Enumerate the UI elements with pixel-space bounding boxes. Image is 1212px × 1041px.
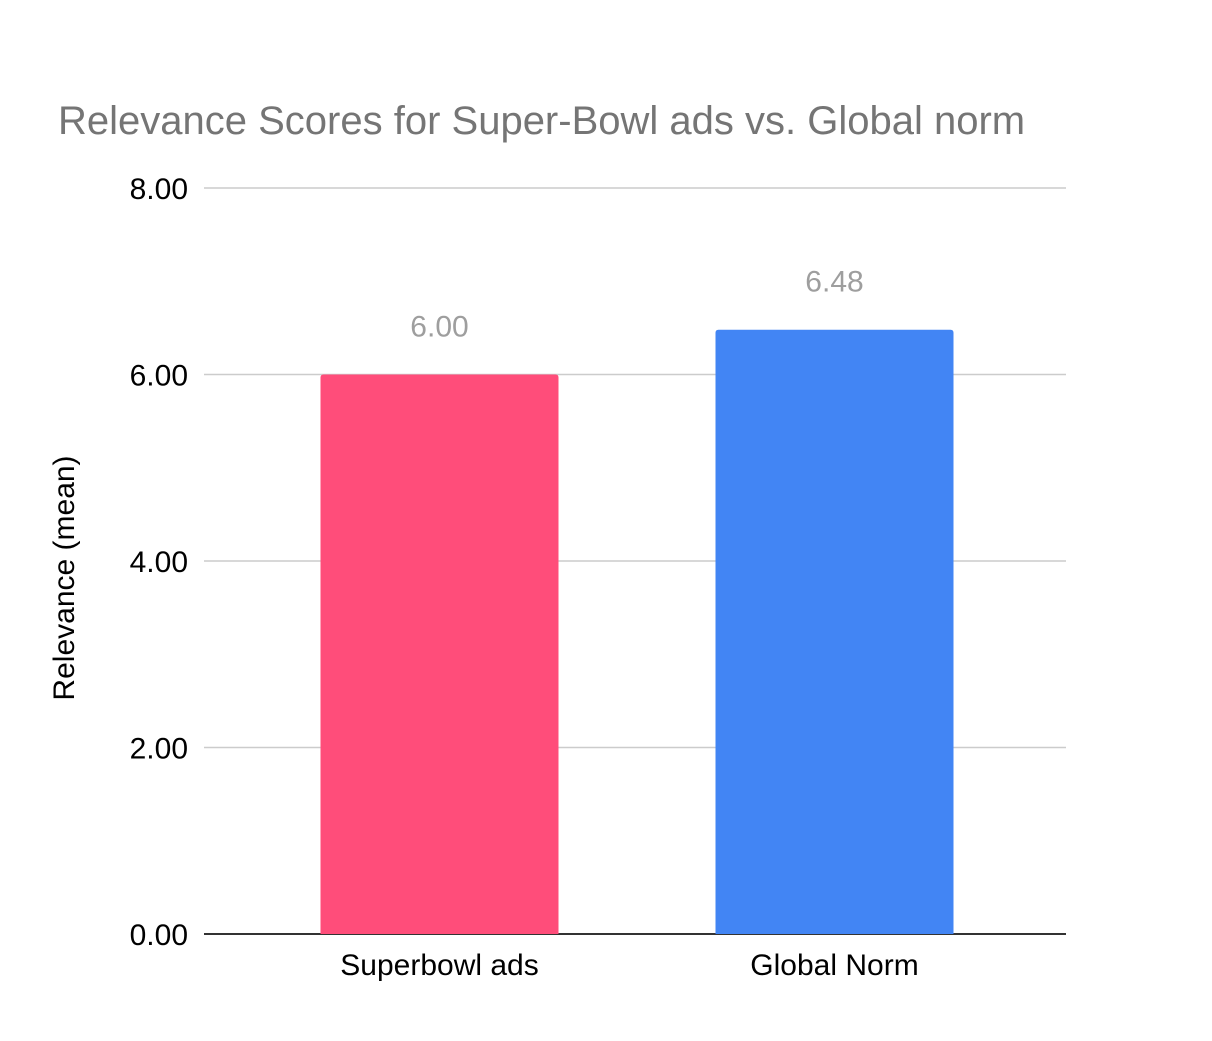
data-label: 6.48 <box>805 266 863 299</box>
chart-title: Relevance Scores for Super-Bowl ads vs. … <box>58 99 1025 143</box>
x-category-label: Global Norm <box>750 949 918 982</box>
y-axis-ticks: 0.00 2.00 4.00 6.00 8.00 <box>130 173 188 952</box>
y-tick-label: 8.00 <box>130 173 188 206</box>
y-axis-title: Relevance (mean) <box>48 455 81 700</box>
data-label: 6.00 <box>410 311 468 344</box>
y-tick-label: 0.00 <box>130 919 188 952</box>
bars <box>320 329 954 935</box>
x-category-label: Superbowl ads <box>340 949 538 982</box>
y-tick-label: 6.00 <box>130 360 188 393</box>
data-labels: 6.00 6.48 <box>410 266 863 344</box>
y-tick-label: 4.00 <box>130 546 188 579</box>
x-axis-categories: Superbowl ads Global Norm <box>340 949 918 982</box>
y-tick-label: 2.00 <box>130 733 188 766</box>
bar-superbowl-ads[interactable] <box>320 374 559 935</box>
bar-global-norm[interactable] <box>715 329 954 934</box>
